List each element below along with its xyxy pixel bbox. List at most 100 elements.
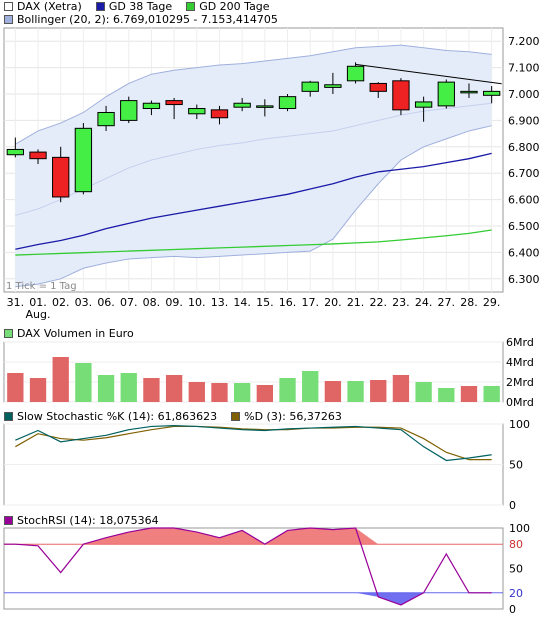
legend-item-volume: DAX Volumen in Euro (4, 327, 134, 340)
volume-bar (7, 373, 24, 402)
price-tick-label: 6.400 (508, 246, 540, 259)
tick-note: 1 Tick = 1 Tag (6, 281, 77, 292)
main-legend: DAX (Xetra) GD 38 Tage GD 200 Tage (4, 0, 270, 13)
legend-swatch-volume (4, 329, 13, 338)
volume-bar (415, 382, 432, 402)
volume-bar (370, 380, 387, 402)
candle-body (29, 151, 47, 160)
price-tick-label: 6.600 (508, 194, 540, 207)
date-tick-label: 13. (211, 296, 229, 309)
bollinger-middle-line (15, 102, 492, 216)
volume-bar (120, 373, 137, 402)
volume-bar (75, 363, 92, 402)
stochrsi-legend: StochRSI (14): 18,075364 (4, 514, 159, 527)
month-label: Aug. (26, 308, 51, 321)
gd200-line (15, 229, 492, 256)
date-tick-label: 03. (75, 296, 93, 309)
volume-tick-label: 4Mrd (506, 356, 534, 369)
date-tick-label: 09. (165, 296, 183, 309)
legend-label-stoch-k: Slow Stochastic %K (14): 61,863623 (17, 410, 218, 423)
stochrsi-line (4, 527, 492, 606)
volume-legend: DAX Volumen in Euro (4, 327, 134, 340)
legend-item-stoch-d: %D (3): 56,37263 (231, 410, 342, 423)
legend-item-stochrsi: StochRSI (14): 18,075364 (4, 514, 159, 527)
price-tick-label: 7.100 (508, 62, 540, 75)
price-tick-label: 6.300 (508, 273, 540, 286)
candle-body (324, 84, 342, 88)
candle-body (437, 81, 455, 107)
volume-bar (438, 388, 455, 402)
candle-body (74, 127, 93, 193)
date-tick-label: 15. (256, 296, 274, 309)
legend-swatch-bollinger (4, 15, 13, 24)
legend-swatch-gd200 (186, 2, 196, 11)
candle-body (210, 109, 229, 119)
candle-body (392, 80, 410, 111)
stochrsi-tick-label: 100 (509, 522, 530, 535)
candle-body (97, 111, 115, 127)
volume-bar (324, 381, 342, 402)
date-tick-label: 08. (143, 296, 161, 309)
stochrsi-oversold-fill (4, 592, 492, 605)
date-tick-label: 16. (279, 296, 297, 309)
candle-body (278, 96, 297, 110)
stochrsi-tick-label: 50 (509, 563, 523, 576)
legend-swatch-stoch-k (4, 412, 13, 421)
legend-label-gd200: GD 200 Tage (199, 0, 270, 13)
date-tick-label: 14. (233, 296, 251, 309)
legend-item-gd38: GD 38 Tage (95, 0, 173, 13)
volume-bar (256, 385, 274, 402)
volume-bar (211, 383, 228, 402)
bollinger-lower-line (15, 125, 492, 288)
candle-body (233, 102, 251, 108)
legend-swatch-stoch-d (231, 412, 241, 421)
candle-body (188, 108, 206, 115)
volume-bar (483, 386, 500, 402)
price-tick-label: 7.000 (508, 88, 540, 101)
date-tick-label: 06. (97, 296, 115, 309)
volume-bar (347, 381, 364, 402)
stochrsi-tick-label: 0 (509, 603, 516, 616)
date-tick-label: 31. (7, 296, 25, 309)
stoch-d-line (15, 425, 492, 461)
legend-item-gd200: GD 200 Tage (186, 0, 270, 13)
date-tick-label: 21. (347, 296, 365, 309)
stochrsi-overbought-fill (4, 528, 492, 545)
volume-bar (392, 375, 410, 402)
date-tick-label: 28. (460, 296, 478, 309)
price-tick-label: 6.500 (508, 220, 540, 233)
volume-bar (188, 382, 205, 402)
price-tick-label: 6.700 (508, 167, 540, 180)
stochrsi-tick-label: 80 (509, 538, 523, 551)
legend-item-stoch-k: Slow Stochastic %K (14): 61,863623 (4, 410, 217, 423)
trend-line (355, 63, 502, 85)
gd38-line (15, 152, 492, 250)
volume-bar (29, 378, 47, 402)
volume-bar (279, 378, 296, 402)
date-tick-label: 20. (324, 296, 342, 309)
stochastic-legend: Slow Stochastic %K (14): 61,863623 %D (3… (4, 410, 342, 423)
volume-bar (460, 386, 478, 402)
candle-body (301, 81, 319, 92)
candle-body (256, 105, 274, 108)
stochastic-tick-label: 100 (509, 418, 530, 431)
candle-body (6, 148, 25, 156)
date-tick-label: 29. (483, 296, 501, 309)
date-tick-label: 10. (188, 296, 206, 309)
legend-swatch-dax (4, 2, 13, 11)
volume-tick-label: 6Mrd (506, 336, 534, 349)
date-tick-label: 23. (392, 296, 410, 309)
date-tick-label: 24. (415, 296, 433, 309)
volume-bar (233, 383, 251, 402)
price-tick-label: 6.800 (508, 141, 540, 154)
bollinger-legend: Bollinger (20, 2): 6.769,010295 - 7.153,… (4, 13, 278, 26)
stochastic-tick-label: 50 (509, 459, 523, 472)
candle-body (414, 101, 433, 108)
bollinger-upper-line (15, 44, 492, 145)
legend-label-gd38: GD 38 Tage (108, 0, 173, 13)
volume-bar (165, 375, 183, 402)
legend-swatch-stochrsi (4, 516, 13, 525)
volume-tick-label: 0Mrd (506, 396, 534, 409)
legend-label-stoch-d: %D (3): 56,37263 (244, 410, 342, 423)
